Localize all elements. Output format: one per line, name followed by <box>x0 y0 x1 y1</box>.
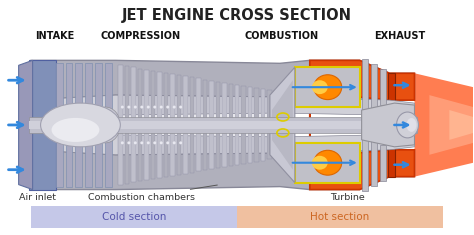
Text: COMPRESSION: COMPRESSION <box>100 31 180 40</box>
Ellipse shape <box>121 141 124 144</box>
Ellipse shape <box>91 107 120 143</box>
Text: Cold section: Cold section <box>102 212 166 222</box>
Polygon shape <box>272 80 293 170</box>
Ellipse shape <box>134 141 137 144</box>
Ellipse shape <box>407 118 417 132</box>
Ellipse shape <box>312 80 328 94</box>
Ellipse shape <box>41 103 120 147</box>
Polygon shape <box>362 103 414 147</box>
Polygon shape <box>388 73 394 177</box>
Polygon shape <box>151 71 155 179</box>
Polygon shape <box>228 84 233 166</box>
Ellipse shape <box>312 156 328 170</box>
Ellipse shape <box>140 141 143 144</box>
Polygon shape <box>138 69 142 181</box>
Polygon shape <box>177 75 181 175</box>
Polygon shape <box>362 59 368 115</box>
Ellipse shape <box>397 112 419 138</box>
Ellipse shape <box>153 106 156 109</box>
Ellipse shape <box>166 106 169 109</box>
Ellipse shape <box>128 141 130 144</box>
Ellipse shape <box>52 118 100 142</box>
Ellipse shape <box>179 106 182 109</box>
Ellipse shape <box>147 106 150 109</box>
Polygon shape <box>449 110 474 140</box>
Polygon shape <box>144 70 149 180</box>
Polygon shape <box>371 64 376 110</box>
Polygon shape <box>65 63 73 187</box>
Polygon shape <box>270 67 295 183</box>
Text: EXHAUST: EXHAUST <box>374 31 426 40</box>
Text: Turbine: Turbine <box>330 174 375 202</box>
Polygon shape <box>235 85 239 165</box>
Polygon shape <box>95 63 102 187</box>
Text: COMBUSTION: COMBUSTION <box>245 31 319 40</box>
Polygon shape <box>125 67 129 184</box>
Polygon shape <box>118 65 123 185</box>
Polygon shape <box>414 73 474 177</box>
Bar <box>28 121 418 129</box>
Text: Combustion chambers: Combustion chambers <box>89 185 217 202</box>
Polygon shape <box>295 67 360 107</box>
Polygon shape <box>18 60 33 190</box>
Text: Hot section: Hot section <box>310 212 369 222</box>
Polygon shape <box>295 143 360 183</box>
Polygon shape <box>131 67 136 182</box>
Polygon shape <box>255 88 259 162</box>
Polygon shape <box>380 145 385 181</box>
Bar <box>28 117 418 133</box>
Polygon shape <box>55 63 63 187</box>
Polygon shape <box>274 92 278 158</box>
Polygon shape <box>105 63 112 187</box>
Polygon shape <box>216 82 220 168</box>
Polygon shape <box>310 60 414 190</box>
Ellipse shape <box>134 106 137 109</box>
Polygon shape <box>31 60 414 190</box>
Polygon shape <box>28 60 55 190</box>
Ellipse shape <box>121 106 124 109</box>
Polygon shape <box>202 79 207 170</box>
Polygon shape <box>157 72 162 178</box>
Polygon shape <box>183 76 188 174</box>
Ellipse shape <box>173 141 176 144</box>
Polygon shape <box>196 78 201 172</box>
Ellipse shape <box>147 141 150 144</box>
Polygon shape <box>164 73 168 177</box>
Bar <box>237 206 443 228</box>
Text: Air inlet: Air inlet <box>18 190 55 202</box>
Polygon shape <box>267 90 272 160</box>
Ellipse shape <box>314 75 342 100</box>
Text: JET ENGINE CROSS SECTION: JET ENGINE CROSS SECTION <box>122 8 352 23</box>
Ellipse shape <box>160 141 163 144</box>
Polygon shape <box>170 74 175 176</box>
Polygon shape <box>362 135 368 191</box>
Polygon shape <box>222 83 227 167</box>
Text: INTAKE: INTAKE <box>36 31 75 40</box>
Ellipse shape <box>166 141 169 144</box>
Polygon shape <box>31 95 414 155</box>
Ellipse shape <box>160 106 163 109</box>
Polygon shape <box>429 95 474 155</box>
Polygon shape <box>75 63 82 187</box>
Polygon shape <box>85 63 92 187</box>
Bar <box>31 206 237 228</box>
Ellipse shape <box>128 106 130 109</box>
Ellipse shape <box>140 106 143 109</box>
Polygon shape <box>261 89 265 161</box>
Polygon shape <box>209 81 214 169</box>
Polygon shape <box>248 87 253 163</box>
Polygon shape <box>190 77 194 172</box>
Polygon shape <box>371 140 376 186</box>
Polygon shape <box>241 86 246 164</box>
Ellipse shape <box>314 150 342 175</box>
Polygon shape <box>380 69 385 105</box>
Ellipse shape <box>173 106 176 109</box>
Polygon shape <box>281 93 285 157</box>
Ellipse shape <box>179 141 182 144</box>
Ellipse shape <box>153 141 156 144</box>
